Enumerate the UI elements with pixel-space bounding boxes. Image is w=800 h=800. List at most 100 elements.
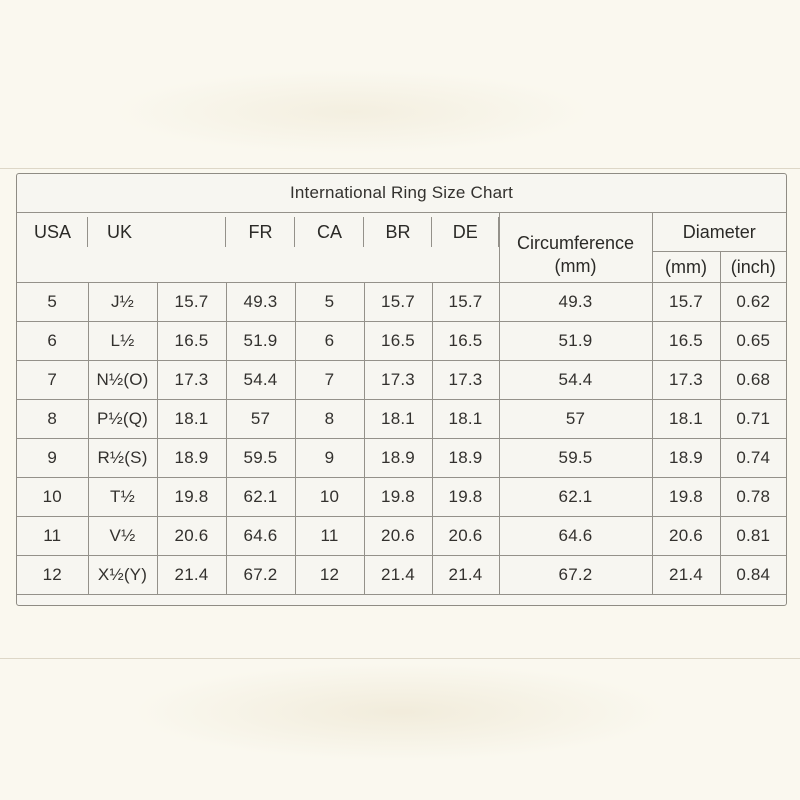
cell-uk_letter: R½(S) xyxy=(87,438,158,478)
cell-diameter_mm: 17.3 xyxy=(651,360,721,400)
cell-usa: 10 xyxy=(16,477,89,517)
table-row: 7 N½(O) 17.3 54.4 7 17.3 17.3 54.4 17.3 0.68 xyxy=(16,360,787,400)
column-header-diameter-inch: (inch) xyxy=(719,251,787,283)
page-title: International Ring Size Chart xyxy=(16,173,787,213)
table-row: 6 L½ 16.5 51.9 6 16.5 16.5 51.9 16.5 0.65 xyxy=(16,321,787,361)
cell-diameter_inch: 0.71 xyxy=(719,399,787,439)
cell-de: 18.9 xyxy=(431,438,500,478)
cell-usa: 6 xyxy=(16,321,89,361)
cell-diameter_inch: 0.68 xyxy=(719,360,787,400)
cell-usa: 9 xyxy=(16,438,89,478)
cell-br: 17.3 xyxy=(363,360,433,400)
cell-de: 18.1 xyxy=(431,399,500,439)
cell-uk_letter: P½(Q) xyxy=(87,399,158,439)
cell-uk_letter: X½(Y) xyxy=(87,555,158,595)
column-header-br: BR xyxy=(364,212,432,283)
cell-uk_mm: 16.5 xyxy=(156,321,227,361)
table-row: 9 R½(S) 18.9 59.5 9 18.9 18.9 59.5 18.9 0.74 xyxy=(16,438,787,478)
cell-br: 16.5 xyxy=(363,321,433,361)
cell-uk_letter: J½ xyxy=(87,282,158,322)
ring-size-table: International Ring Size Chart USA UK FR … xyxy=(16,173,787,595)
column-header-diameter: Diameter xyxy=(651,212,787,252)
cell-circumference_mm: 59.5 xyxy=(498,438,653,478)
cell-uk_mm: 15.7 xyxy=(156,282,227,322)
cell-diameter_inch: 0.81 xyxy=(719,516,787,556)
table-row: 8 P½(Q) 18.1 57 8 18.1 18.1 57 18.1 0.71 xyxy=(16,399,787,439)
cell-usa: 8 xyxy=(16,399,89,439)
cell-uk_letter: V½ xyxy=(87,516,158,556)
cell-ca: 8 xyxy=(294,399,365,439)
column-header-de: DE xyxy=(432,212,499,283)
cell-circumference_mm: 57 xyxy=(498,399,653,439)
cell-uk_mm: 20.6 xyxy=(156,516,227,556)
column-header-uk: UK xyxy=(88,212,226,283)
cell-fr: 57 xyxy=(225,399,296,439)
cell-de: 16.5 xyxy=(431,321,500,361)
cell-usa: 12 xyxy=(16,555,89,595)
cell-diameter_mm: 21.4 xyxy=(651,555,721,595)
cell-circumference_mm: 62.1 xyxy=(498,477,653,517)
cell-circumference_mm: 64.6 xyxy=(498,516,653,556)
cell-br: 18.1 xyxy=(363,399,433,439)
column-header-ca: CA xyxy=(295,212,364,283)
column-header-circumference: Circumference (mm) xyxy=(498,212,653,283)
cell-br: 15.7 xyxy=(363,282,433,322)
cell-ca: 6 xyxy=(294,321,365,361)
cell-fr: 51.9 xyxy=(225,321,296,361)
cell-uk_mm: 18.9 xyxy=(156,438,227,478)
cell-uk_mm: 17.3 xyxy=(156,360,227,400)
ring-size-chart-frame: International Ring Size Chart USA UK FR … xyxy=(16,173,787,606)
cell-ca: 5 xyxy=(294,282,365,322)
header-subrow: (mm) (inch) xyxy=(17,251,787,283)
cell-fr: 49.3 xyxy=(225,282,296,322)
cell-br: 21.4 xyxy=(363,555,433,595)
cell-uk_letter: N½(O) xyxy=(87,360,158,400)
cell-de: 17.3 xyxy=(431,360,500,400)
cell-circumference_mm: 67.2 xyxy=(498,555,653,595)
cell-fr: 67.2 xyxy=(225,555,296,595)
circumference-label-line1: Circumference xyxy=(516,233,635,254)
title-row: International Ring Size Chart xyxy=(16,173,787,213)
cell-ca: 7 xyxy=(294,360,365,400)
cell-de: 15.7 xyxy=(431,282,500,322)
chart-card xyxy=(0,168,800,659)
cell-diameter_mm: 20.6 xyxy=(651,516,721,556)
cell-br: 20.6 xyxy=(363,516,433,556)
cell-diameter_inch: 0.84 xyxy=(719,555,787,595)
cell-circumference_mm: 54.4 xyxy=(498,360,653,400)
cell-fr: 59.5 xyxy=(225,438,296,478)
cell-ca: 10 xyxy=(294,477,365,517)
cell-diameter_mm: 15.7 xyxy=(651,282,721,322)
table-row: 11 V½ 20.6 64.6 11 20.6 20.6 64.6 20.6 0.81 xyxy=(16,516,787,556)
cell-diameter_inch: 0.78 xyxy=(719,477,787,517)
column-header-usa: USA xyxy=(17,212,88,283)
cell-br: 18.9 xyxy=(363,438,433,478)
table-row: 5 J½ 15.7 49.3 5 15.7 15.7 49.3 15.7 0.62 xyxy=(16,282,787,322)
column-header-fr: FR xyxy=(226,212,295,283)
header-row: USA UK FR CA BR DE Circumference (mm) Di… xyxy=(17,212,787,283)
cell-fr: 54.4 xyxy=(225,360,296,400)
table-row: 10 T½ 19.8 62.1 10 19.8 19.8 62.1 19.8 0.78 xyxy=(16,477,787,517)
circumference-label-line2: (mm) xyxy=(554,255,597,276)
cell-uk_mm: 21.4 xyxy=(156,555,227,595)
cell-usa: 7 xyxy=(16,360,89,400)
cell-diameter_inch: 0.62 xyxy=(719,282,787,322)
cell-br: 19.8 xyxy=(363,477,433,517)
cell-uk_letter: L½ xyxy=(87,321,158,361)
cell-de: 20.6 xyxy=(431,516,500,556)
cell-ca: 11 xyxy=(294,516,365,556)
cell-diameter_mm: 18.9 xyxy=(651,438,721,478)
cell-uk_mm: 18.1 xyxy=(156,399,227,439)
cell-diameter_mm: 16.5 xyxy=(651,321,721,361)
cell-diameter_mm: 18.1 xyxy=(651,399,721,439)
cell-de: 21.4 xyxy=(431,555,500,595)
cell-fr: 64.6 xyxy=(225,516,296,556)
cell-ca: 12 xyxy=(294,555,365,595)
cell-fr: 62.1 xyxy=(225,477,296,517)
cell-diameter_inch: 0.74 xyxy=(719,438,787,478)
cell-ca: 9 xyxy=(294,438,365,478)
cell-circumference_mm: 49.3 xyxy=(498,282,653,322)
column-header-diameter-mm: (mm) xyxy=(651,251,721,283)
cell-uk_letter: T½ xyxy=(87,477,158,517)
